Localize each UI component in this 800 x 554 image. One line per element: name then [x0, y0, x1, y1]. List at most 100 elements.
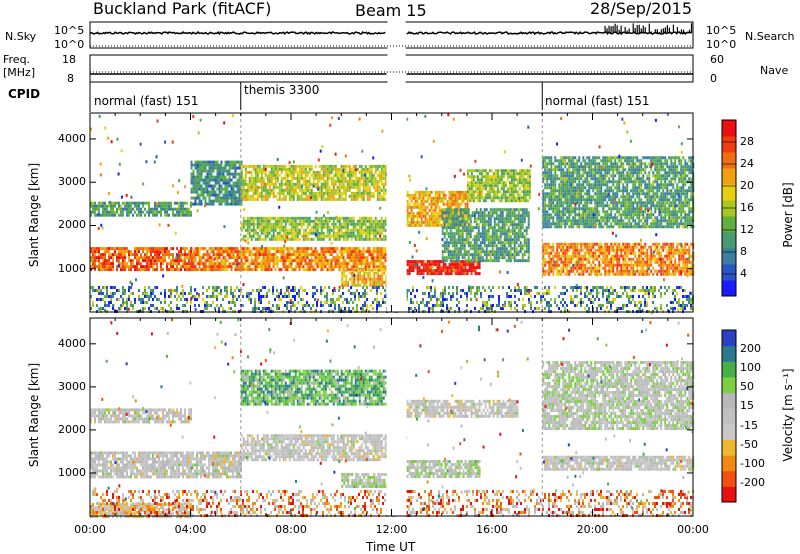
power-cell [294, 170, 297, 174]
power-cell [346, 268, 349, 272]
power-cell [430, 217, 433, 221]
power-cell [264, 194, 267, 198]
power-cell [102, 201, 104, 205]
power-cell [304, 231, 307, 235]
power-cell [457, 208, 460, 212]
power-cell [562, 210, 565, 214]
power-cell [445, 250, 448, 254]
power-cell [230, 172, 233, 176]
power-cell [160, 204, 162, 208]
power-cell [234, 169, 237, 173]
power-cell [304, 164, 307, 168]
power-cell [560, 180, 563, 184]
power-cell [584, 159, 587, 163]
power-cell [128, 210, 130, 214]
power-cell [471, 226, 474, 230]
power-cell [350, 167, 353, 171]
power-cell [260, 191, 263, 195]
power-cell [270, 188, 273, 192]
power-cell [542, 201, 545, 205]
power-cell [102, 262, 104, 266]
power-cell [461, 229, 464, 233]
power-cell [210, 199, 213, 203]
power-cell [190, 202, 193, 206]
power-cell [558, 162, 561, 166]
power-cell [126, 262, 128, 266]
power-cell [120, 265, 122, 269]
power-cell [558, 216, 561, 220]
power-cell [574, 165, 577, 169]
power-cell [142, 250, 144, 254]
power-cell [338, 250, 341, 254]
power-cell [366, 262, 369, 266]
power-cell [406, 260, 409, 264]
power-cell [146, 253, 148, 257]
power-cell [493, 250, 496, 254]
power-cell [457, 214, 460, 218]
power-cell [362, 179, 365, 183]
power-cell [554, 180, 557, 184]
power-cell [341, 268, 344, 272]
power-cell [486, 184, 489, 188]
power-cell [190, 166, 193, 170]
power-cell [469, 253, 472, 257]
power-cell [336, 262, 339, 266]
power-cell [272, 191, 275, 195]
power-cell [306, 237, 309, 241]
power-cell [477, 244, 480, 248]
power-cell [544, 192, 547, 196]
power-cell [470, 196, 473, 200]
power-cell [598, 192, 601, 196]
power-cell [556, 213, 559, 217]
power-cell [246, 225, 249, 229]
power-cell [468, 263, 471, 267]
power-cell [182, 201, 184, 205]
power-cell [508, 190, 511, 194]
power-cell [378, 225, 381, 229]
power-cell [424, 263, 427, 267]
power-cell [376, 191, 379, 195]
power-cell [326, 197, 329, 201]
power-cell [369, 280, 372, 284]
power-cell [586, 210, 589, 214]
power-cell [194, 187, 197, 191]
power-cell [230, 265, 233, 269]
power-cell [224, 175, 227, 179]
power-cell [370, 219, 373, 223]
power-cell [518, 199, 521, 203]
power-cell [558, 198, 561, 202]
power-cell [466, 187, 469, 191]
power-cell [440, 196, 443, 200]
power-cell [364, 167, 367, 171]
power-cell [590, 165, 593, 169]
power-cell [208, 184, 211, 188]
power-cell [588, 222, 591, 226]
power-cell [250, 222, 253, 226]
power-cell [548, 183, 551, 187]
power-cell [364, 237, 367, 241]
power-cell [238, 250, 241, 254]
power-cell [416, 196, 419, 200]
power-cell [343, 271, 346, 275]
power-cell [286, 256, 289, 260]
power-cell [204, 163, 207, 167]
power-cell [504, 199, 507, 203]
power-cell [278, 191, 281, 195]
power-cell [552, 162, 555, 166]
power-cell [104, 210, 106, 214]
power-cell [116, 259, 118, 263]
power-cell [334, 250, 337, 254]
power-cell [496, 187, 499, 191]
power-cell [226, 172, 229, 176]
power-cell [497, 253, 500, 257]
power-cell [556, 219, 559, 223]
power-cell [208, 202, 211, 206]
power-cell [128, 250, 130, 254]
power-cell [342, 170, 345, 174]
power-cell [441, 211, 444, 215]
power-cell [519, 226, 522, 230]
power-cell [302, 228, 305, 232]
power-cell [341, 271, 344, 275]
power-cell [454, 196, 457, 200]
power-cell [430, 205, 433, 209]
